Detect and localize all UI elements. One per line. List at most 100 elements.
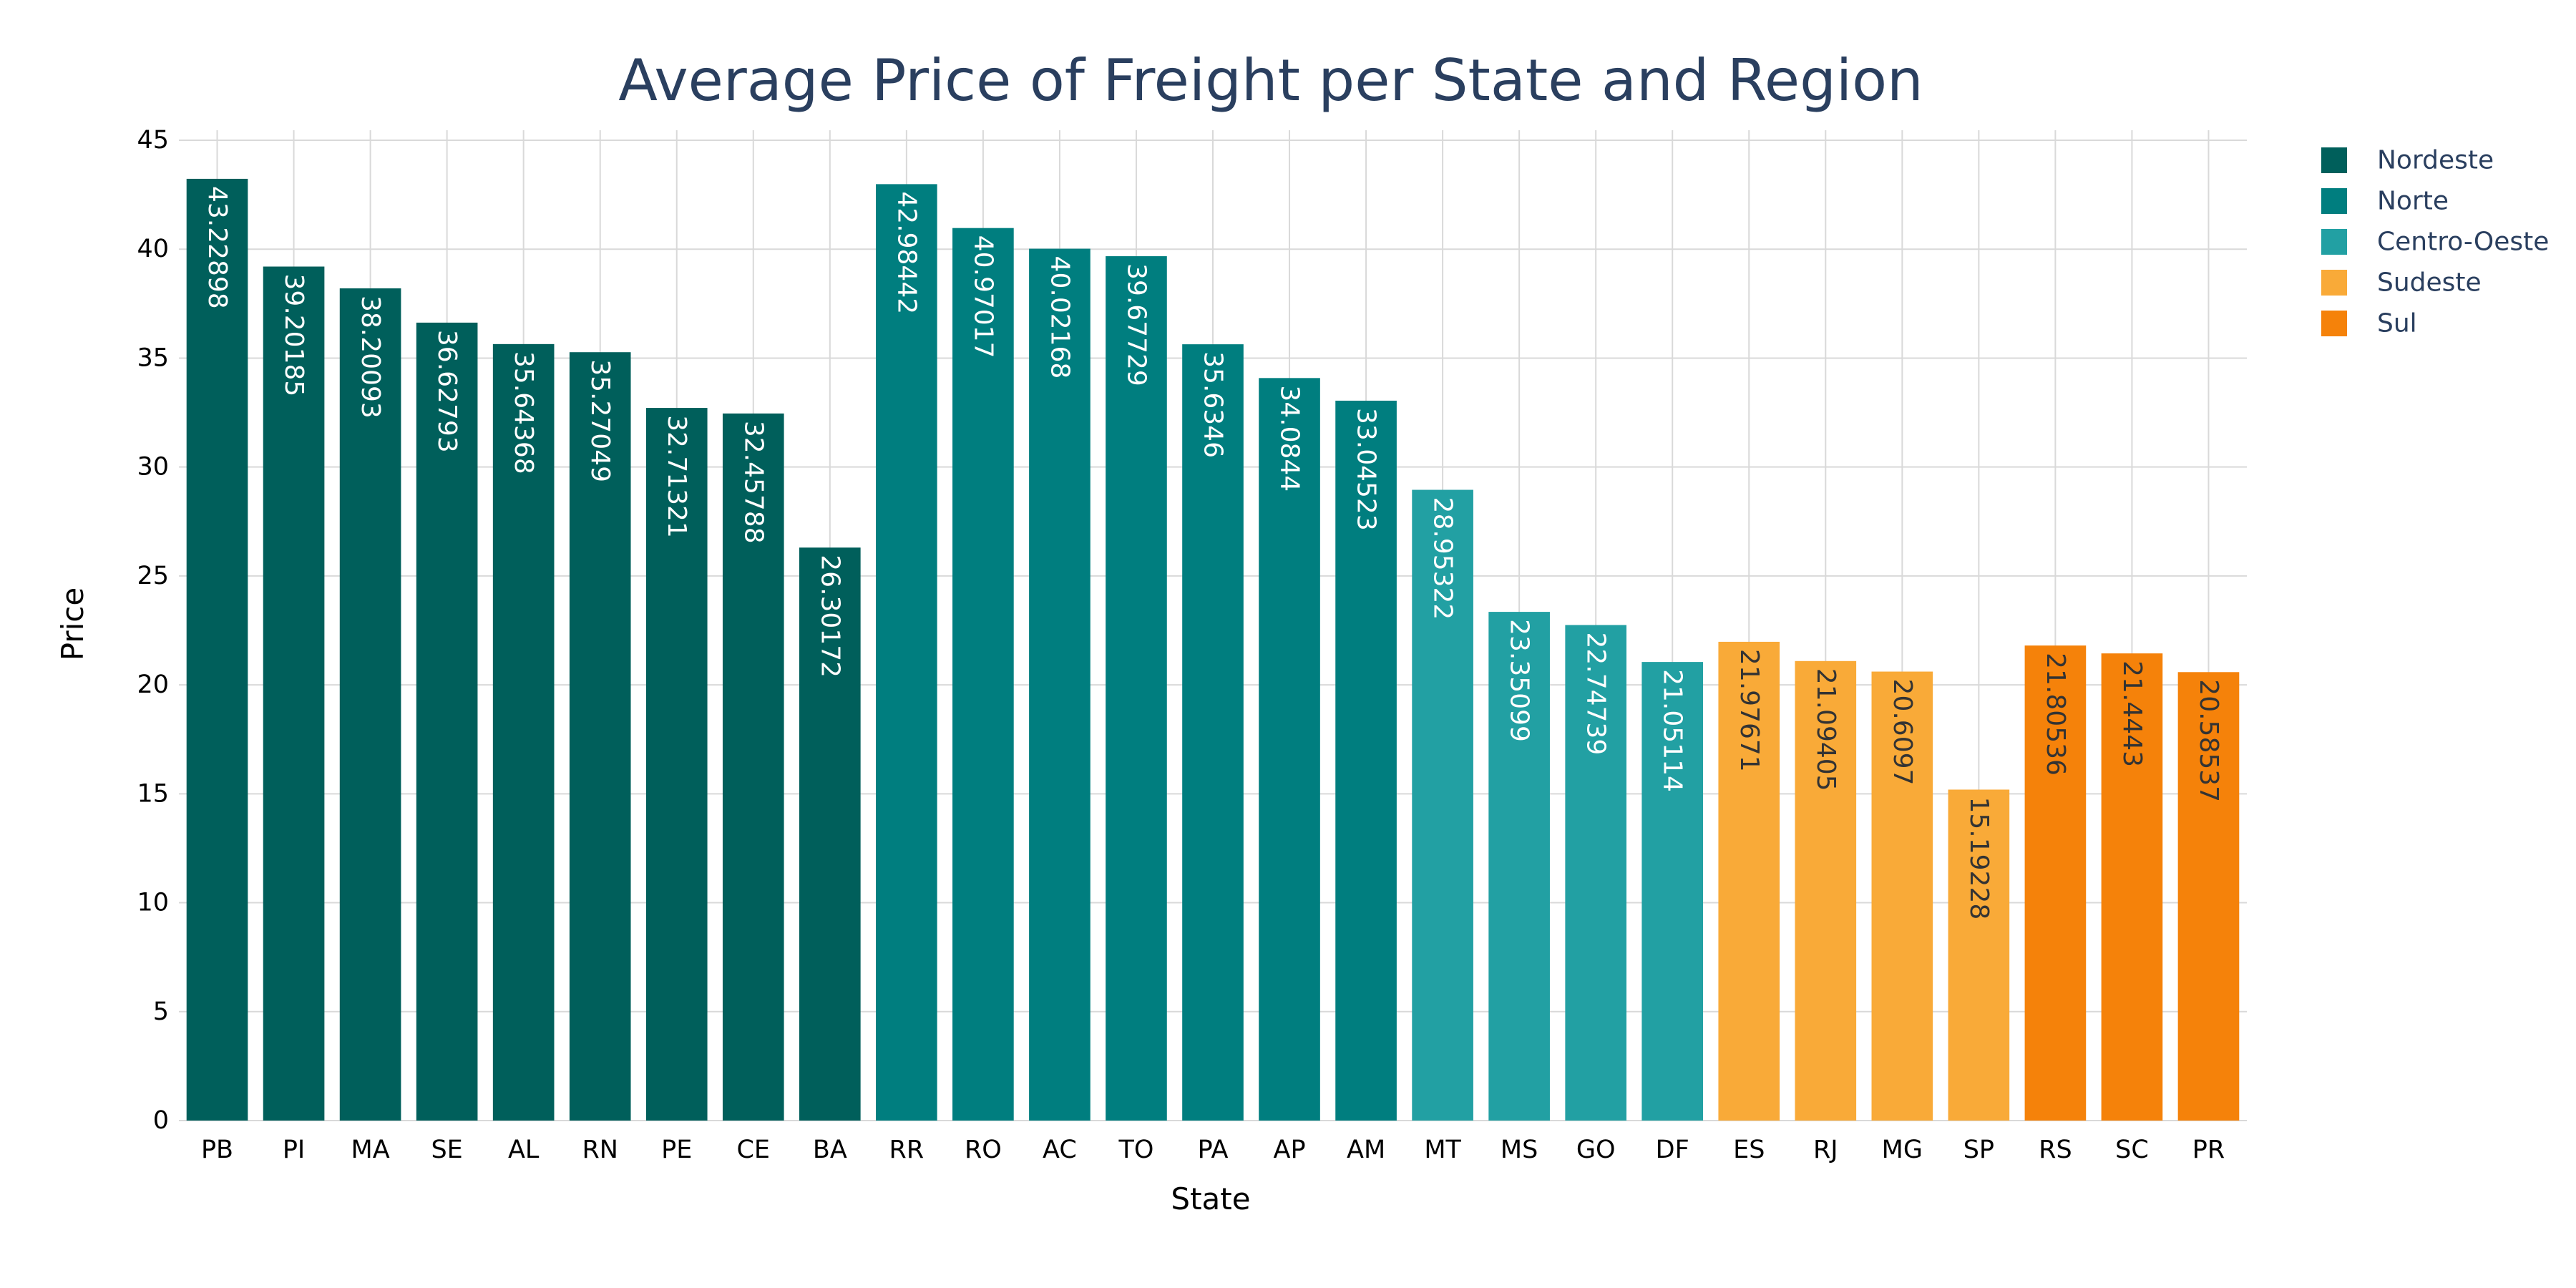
x-tick-label-ba: BA (813, 1136, 847, 1164)
x-tick-label-ce: CE (736, 1136, 770, 1164)
data-label-am: 33.04523 (1352, 408, 1381, 531)
data-label-mt: 28.95322 (1428, 497, 1458, 620)
data-label-se: 36.62793 (432, 330, 462, 453)
data-label-rr: 42.98442 (892, 191, 921, 314)
bar-rn[interactable] (569, 352, 631, 1121)
bar-ba[interactable] (799, 547, 861, 1121)
bar-mt[interactable] (1412, 489, 1473, 1121)
y-tick-label: 30 (137, 453, 169, 482)
legend-swatch-sudeste[interactable] (2321, 270, 2347, 296)
x-tick-label-rn: RN (582, 1136, 618, 1164)
x-tick-label-go: GO (1576, 1136, 1616, 1164)
y-tick-label: 20 (137, 670, 169, 699)
bar-pe[interactable] (645, 408, 708, 1121)
bar-to[interactable] (1106, 256, 1167, 1121)
bar-es[interactable] (1718, 641, 1780, 1121)
legend-label-nordeste[interactable]: Nordeste (2377, 146, 2494, 175)
bars-group: 43.22898 39.20185 38.20093 36.62793 35.64368… (186, 178, 2240, 1121)
legend-label-norte[interactable]: Norte (2377, 187, 2449, 216)
x-tick-label-pa: PA (1198, 1136, 1229, 1164)
x-tick-label-al: AL (508, 1136, 540, 1164)
data-label-pr: 20.58537 (2194, 679, 2223, 802)
x-tick-label-rj: RJ (1813, 1136, 1838, 1164)
bar-am[interactable] (1335, 400, 1397, 1121)
data-label-mg: 20.6097 (1888, 679, 1917, 786)
x-axis-ticks: PB PI MA SE AL RN PE CE BA RR RO AC TO PA AP AM MT MS GO DF… (201, 1136, 2225, 1164)
bar-rr[interactable] (876, 184, 937, 1121)
data-label-ac: 40.02168 (1045, 256, 1074, 379)
bar-ce[interactable] (722, 413, 784, 1121)
bar-ap[interactable] (1259, 378, 1320, 1121)
data-label-ce: 32.45788 (738, 421, 768, 544)
legend-swatch-norte[interactable] (2321, 188, 2347, 214)
chart-title: Average Price of Freight per State and R… (618, 47, 1923, 114)
bar-pa[interactable] (1182, 344, 1244, 1121)
y-tick-label: 40 (137, 235, 169, 263)
legend-swatch-nordeste[interactable] (2321, 147, 2347, 173)
bar-rj[interactable] (1795, 660, 1857, 1121)
bar-pi[interactable] (263, 266, 325, 1121)
y-tick-label: 5 (153, 997, 169, 1026)
x-tick-label-mt: MT (1424, 1136, 1461, 1164)
y-axis-title: Price (55, 587, 90, 660)
bar-pb[interactable] (186, 178, 248, 1121)
bar-sc[interactable] (2101, 653, 2163, 1121)
data-label-ap: 34.0844 (1275, 385, 1304, 492)
bar-df[interactable] (1641, 662, 1704, 1121)
legend-label-centro-oeste[interactable]: Centro-Oeste (2377, 228, 2549, 257)
x-tick-label-pi: PI (283, 1136, 305, 1164)
x-tick-label-mg: MG (1882, 1136, 1923, 1164)
bar-rs[interactable] (2024, 645, 2087, 1121)
bar-go[interactable] (1565, 625, 1626, 1121)
bar-sp[interactable] (1948, 789, 2010, 1121)
bar-ac[interactable] (1029, 248, 1091, 1121)
bar-mg[interactable] (1871, 671, 1933, 1121)
y-tick-label: 15 (137, 779, 169, 808)
data-label-ba: 26.30172 (815, 555, 844, 678)
y-tick-label: 35 (137, 343, 169, 372)
bar-ro[interactable] (952, 228, 1014, 1121)
data-label-sc: 21.4443 (2117, 660, 2147, 767)
data-label-pa: 35.6346 (1199, 351, 1228, 458)
x-tick-label-to: TO (1118, 1136, 1153, 1164)
bar-se[interactable] (416, 322, 478, 1121)
data-label-rj: 21.09405 (1811, 668, 1840, 791)
legend-label-sul[interactable]: Sul (2377, 309, 2417, 338)
data-label-rn: 35.27049 (585, 359, 615, 482)
y-tick-label: 0 (153, 1106, 169, 1135)
data-label-ro: 40.97017 (968, 235, 997, 358)
data-label-ms: 23.35099 (1505, 619, 1534, 742)
x-tick-label-pb: PB (201, 1136, 233, 1164)
bar-ma[interactable] (339, 288, 401, 1121)
data-label-pi: 39.20185 (279, 274, 308, 397)
data-label-al: 35.64368 (509, 351, 538, 474)
y-axis-ticks: 0 5 10 15 20 25 30 35 40 45 (137, 126, 169, 1135)
data-label-rs: 21.80536 (2041, 653, 2070, 776)
bar-ms[interactable] (1488, 612, 1550, 1121)
data-label-sp: 15.19228 (1964, 796, 1994, 919)
legend-label-sudeste[interactable]: Sudeste (2377, 268, 2482, 298)
y-tick-label: 10 (137, 889, 169, 917)
x-tick-label-ma: MA (351, 1136, 390, 1164)
data-label-ma: 38.20093 (356, 296, 385, 419)
x-tick-label-rr: RR (889, 1136, 924, 1164)
bar-pr[interactable] (2177, 672, 2240, 1121)
data-label-to: 39.67729 (1121, 263, 1151, 386)
data-label-df: 21.05114 (1658, 669, 1687, 792)
x-tick-label-ap: AP (1274, 1136, 1306, 1164)
legend-swatch-centro-oeste[interactable] (2321, 229, 2347, 255)
x-tick-label-rs: RS (2039, 1136, 2072, 1164)
x-tick-label-df: DF (1656, 1136, 1689, 1164)
y-tick-label: 45 (137, 126, 169, 155)
data-label-pb: 43.22898 (203, 186, 232, 309)
x-tick-label-ac: AC (1043, 1136, 1077, 1164)
legend: Nordeste Norte Centro-Oeste Sudeste Sul (2321, 146, 2549, 338)
data-label-pe: 32.71321 (662, 415, 691, 538)
x-tick-label-se: SE (431, 1136, 462, 1164)
x-tick-label-pe: PE (661, 1136, 692, 1164)
x-axis-title: State (1171, 1181, 1250, 1216)
y-tick-label: 25 (137, 562, 169, 590)
bar-al[interactable] (492, 343, 555, 1121)
legend-swatch-sul[interactable] (2321, 311, 2347, 336)
